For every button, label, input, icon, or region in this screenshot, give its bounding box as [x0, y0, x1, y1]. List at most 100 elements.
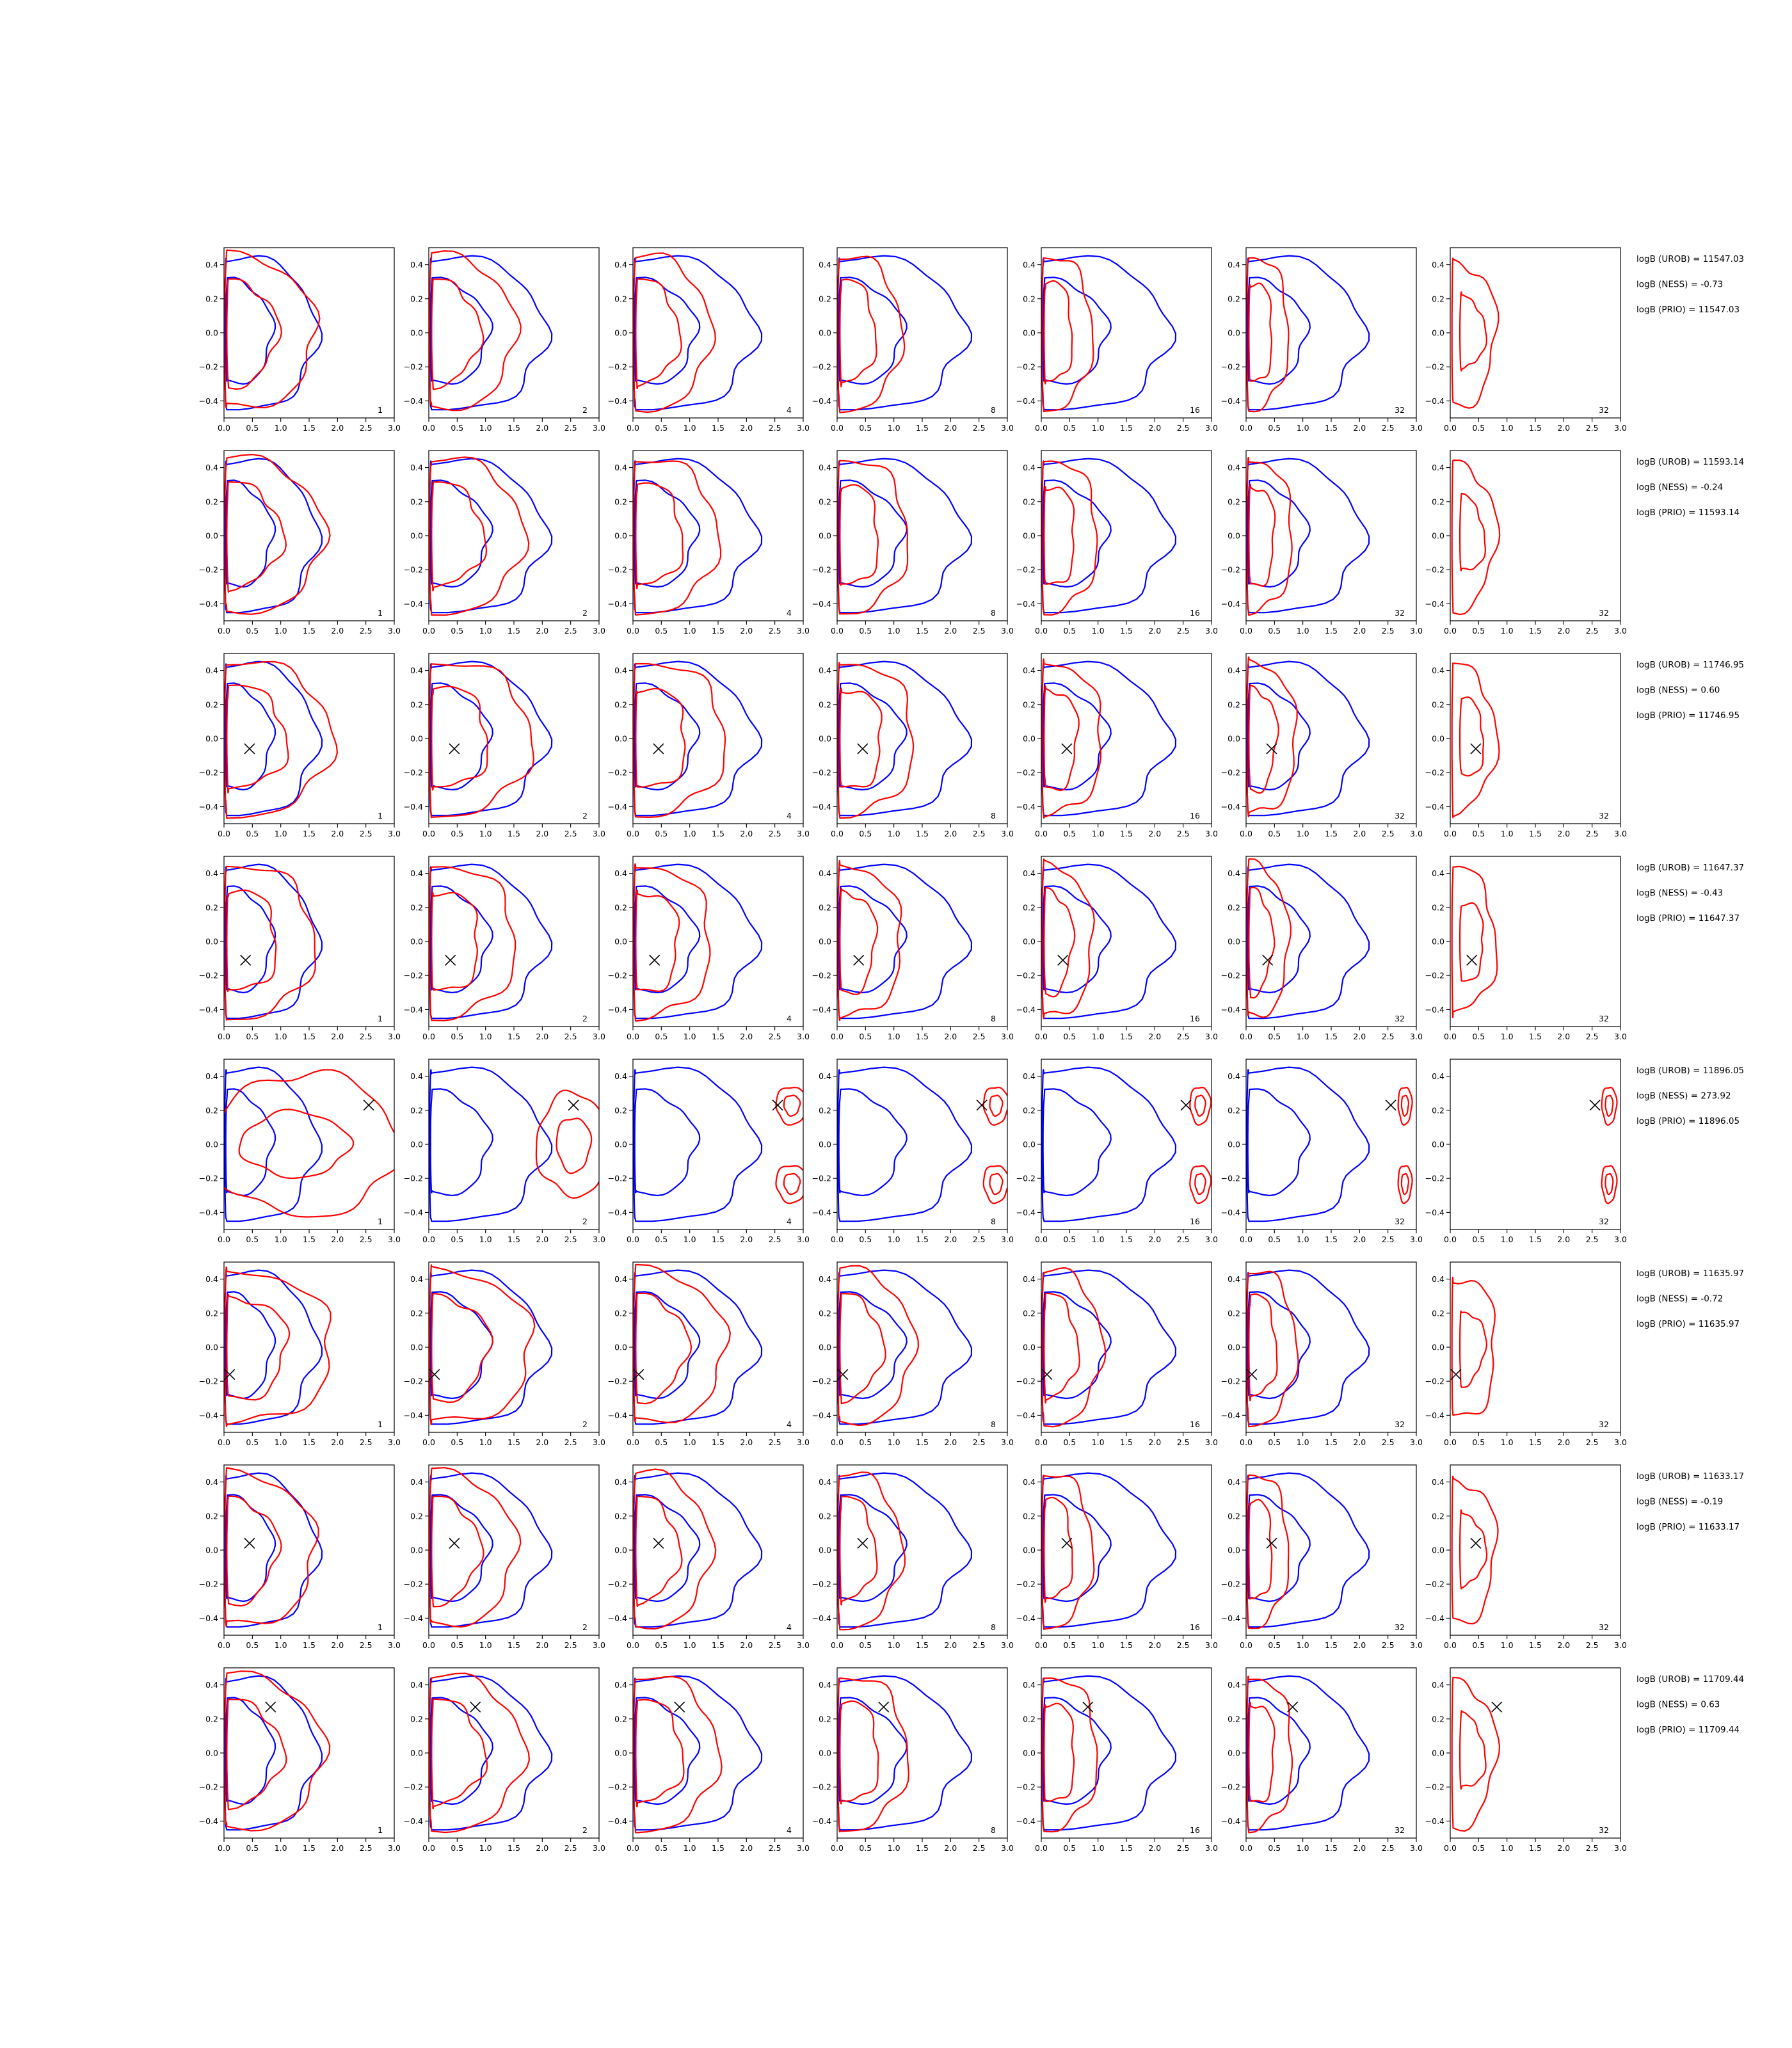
reference-contour-2	[1247, 479, 1311, 588]
axes-frame	[1450, 247, 1621, 419]
y-tick-label: −0.2	[404, 1580, 423, 1589]
panel-2-5: 0.0 0.5 1.0 1.5 2.0 2.5 3.0 0.4 0.2 0.0 −0.2 −0.4 16	[1016, 450, 1218, 636]
x-tick-label: 2.0	[1148, 1437, 1161, 1447]
x-tick-label: 3.0	[1001, 1437, 1014, 1447]
model-contour-3	[633, 252, 716, 413]
x-tick-label: 3.0	[1614, 423, 1627, 433]
x-tick-label: 2.0	[1557, 1235, 1570, 1244]
model-contour-3	[837, 860, 902, 1021]
y-tick-label: 0.4	[819, 1477, 831, 1487]
y-tick-label: −0.2	[404, 362, 423, 372]
y-tick-label: −0.2	[608, 971, 627, 980]
panel-3-7: 0.0 0.5 1.0 1.5 2.0 2.5 3.0 0.4 0.2 0.0 −0.2 −0.4 32	[1425, 653, 1627, 838]
x-tick-label: 2.5	[769, 1640, 781, 1650]
model-contour-4	[1248, 1498, 1273, 1600]
x-tick-label: 2.0	[740, 829, 753, 838]
x-tick-label: 0.5	[655, 1640, 668, 1650]
panel-count-label: 32	[1599, 1622, 1609, 1632]
x-tick-label: 2.0	[1148, 1843, 1161, 1853]
y-tick-label: 0.4	[1432, 1680, 1444, 1690]
model-contour-4	[635, 1699, 685, 1808]
x-tick-label: 2.0	[536, 1032, 548, 1041]
model-contour-3	[1246, 1474, 1290, 1629]
x-tick-label: 3.0	[1205, 423, 1218, 433]
logb-stat-3: logB (PRIO) = 11593.14	[1636, 508, 1740, 518]
reference-contour-1	[429, 1066, 553, 1222]
y-tick-label: −0.4	[1221, 1816, 1240, 1826]
panel-6-2: 0.0 0.5 1.0 1.5 2.0 2.5 3.0 0.4 0.2 0.0 −0.2 −0.4 2	[404, 1261, 605, 1447]
x-tick-label: 0.5	[655, 1032, 668, 1041]
y-tick-label: 0.2	[1023, 1308, 1036, 1318]
panel-8-1: 0.0 0.5 1.0 1.5 2.0 2.5 3.0 0.4 0.2 0.0 −0.2 −0.4 1	[199, 1667, 401, 1853]
x-tick-label: 0.5	[1268, 1235, 1281, 1244]
axes-frame	[836, 1464, 1008, 1636]
axes-frame	[223, 1059, 395, 1230]
x-tick-label: 2.0	[1353, 829, 1366, 838]
panel-4-1: 0.0 0.5 1.0 1.5 2.0 2.5 3.0 0.4 0.2 0.0 −0.2 −0.4 1	[199, 856, 401, 1041]
y-tick-label: 0.0	[1432, 1546, 1444, 1555]
axes-frame	[223, 247, 395, 419]
x-tick-label: 3.0	[1205, 626, 1218, 636]
y-tick-label: −0.4	[608, 396, 627, 406]
panel-3-6: 0.0 0.5 1.0 1.5 2.0 2.5 3.0 0.4 0.2 0.0 −0.2 −0.4 32	[1221, 653, 1423, 838]
x-tick-label: 2.0	[1148, 829, 1161, 838]
panel-3-4: 0.0 0.5 1.0 1.5 2.0 2.5 3.0 0.4 0.2 0.0 −0.2 −0.4 8	[812, 653, 1014, 838]
x-tick-label: 2.0	[944, 829, 957, 838]
x-tick-label: 2.5	[1177, 1640, 1190, 1650]
x-tick-label: 0.5	[451, 829, 463, 838]
panel-1-6: 0.0 0.5 1.0 1.5 2.0 2.5 3.0 0.4 0.2 0.0 −0.2 −0.4 32	[1221, 247, 1423, 433]
axes-frame	[223, 653, 395, 824]
model-contour-6	[783, 1172, 801, 1196]
x-tick-label: 0.5	[1472, 1437, 1485, 1447]
axes-frame	[1245, 856, 1417, 1027]
y-tick-label: −0.2	[812, 971, 831, 980]
reference-contour-2	[838, 1088, 908, 1197]
y-tick-label: 0.0	[614, 328, 627, 338]
true-parameter-marker	[653, 743, 664, 755]
y-tick-label: 0.2	[205, 497, 218, 506]
axes-frame	[223, 1464, 395, 1636]
y-tick-label: 0.2	[1432, 294, 1444, 303]
panel-count-label: 4	[787, 1217, 792, 1226]
y-tick-label: −0.2	[199, 768, 218, 778]
y-tick-label: −0.4	[199, 1005, 218, 1014]
panel-count-label: 32	[1599, 1014, 1609, 1023]
x-tick-label: 3.0	[797, 1235, 810, 1244]
y-tick-label: −0.4	[199, 599, 218, 609]
y-tick-label: 0.2	[819, 902, 831, 912]
model-contour-4	[989, 1094, 1004, 1117]
y-tick-label: 0.4	[1023, 868, 1036, 878]
axes-frame	[428, 856, 600, 1027]
true-parameter-marker	[772, 1100, 783, 1111]
panel-count-label: 16	[1190, 1014, 1200, 1023]
y-tick-label: 0.4	[410, 666, 423, 675]
y-tick-label: −0.2	[1016, 565, 1036, 575]
logb-stat-2: logB (NESS) = -0.19	[1636, 1497, 1723, 1507]
true-parameter-marker	[1466, 954, 1478, 966]
model-contour-3	[224, 865, 316, 1021]
y-tick-label: −0.2	[1016, 362, 1036, 372]
y-tick-label: 0.4	[1023, 260, 1036, 269]
model-contour-3	[429, 250, 522, 412]
model-contour-4	[556, 1117, 593, 1174]
panel-count-label: 32	[1395, 1014, 1405, 1023]
model-contour-4	[1194, 1094, 1206, 1117]
x-tick-label: 3.0	[593, 1032, 605, 1041]
y-tick-label: 0.4	[819, 868, 831, 878]
y-tick-label: 0.0	[1432, 937, 1444, 947]
model-contour-3	[982, 1087, 1007, 1126]
axes-frame	[632, 856, 804, 1027]
y-tick-label: 0.0	[1023, 1140, 1036, 1149]
model-contour-4	[839, 278, 877, 388]
reference-contour-2	[429, 1494, 493, 1603]
x-tick-label: 0.0	[218, 1032, 230, 1041]
true-parameter-marker	[224, 1368, 236, 1380]
axes-frame	[1450, 856, 1621, 1027]
model-contour-4	[1043, 1496, 1073, 1603]
x-tick-label: 1.0	[1501, 1843, 1514, 1853]
y-tick-label: 0.4	[410, 1680, 423, 1690]
y-tick-label: 0.2	[1432, 700, 1444, 709]
panel-count-label: 4	[787, 811, 792, 820]
x-tick-label: 1.5	[508, 829, 520, 838]
x-tick-label: 3.0	[593, 1843, 605, 1853]
